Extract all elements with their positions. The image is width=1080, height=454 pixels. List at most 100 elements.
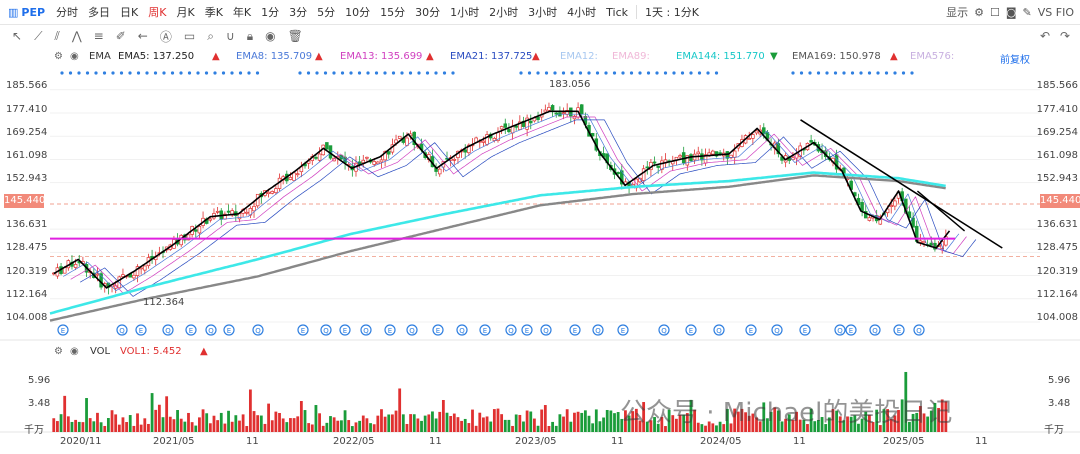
hide-icon[interactable]: ◉ xyxy=(265,29,276,43)
volume-bar xyxy=(937,407,940,432)
line-tool-icon[interactable]: ⟋ xyxy=(34,28,43,43)
period-18[interactable]: Tick xyxy=(606,5,628,19)
period-10[interactable]: 5分 xyxy=(317,6,336,19)
volume-bar xyxy=(940,399,944,432)
vol-settings-icon[interactable]: ⚙ xyxy=(54,346,63,357)
fib-tool-icon[interactable]: ≡ xyxy=(93,29,104,43)
period-11[interactable]: 10分 xyxy=(345,6,371,19)
event-dot xyxy=(145,71,149,75)
event-letter: E xyxy=(573,327,577,335)
cursor-icon[interactable]: ↖ xyxy=(12,29,23,43)
symbol-selector[interactable]: ▥ PEP xyxy=(8,6,45,19)
magnet-icon[interactable]: ∪ xyxy=(225,29,235,43)
volume-bar xyxy=(361,415,365,432)
channel-tool-icon[interactable]: ⫽ xyxy=(54,28,60,43)
ema8-label: EMA8: 135.709 xyxy=(236,51,313,62)
event-dot xyxy=(85,71,90,75)
volume-bar xyxy=(434,418,438,432)
quarter-marker xyxy=(320,324,332,336)
pattern-tool-icon[interactable]: ⋀ xyxy=(71,29,82,43)
event-dot xyxy=(442,71,447,75)
color-box-icon[interactable]: ☐ xyxy=(989,5,1000,19)
volume-bar xyxy=(139,424,143,432)
period-15[interactable]: 2小时 xyxy=(489,6,519,19)
lock-icon[interactable]: 🔒︎ xyxy=(246,28,254,43)
volume-bar xyxy=(813,421,817,432)
period-1[interactable]: 分时 xyxy=(56,6,79,19)
volume-bar xyxy=(70,421,74,432)
volume-bar xyxy=(667,409,671,432)
ema-button[interactable]: EMA xyxy=(89,51,111,62)
volume-bar xyxy=(205,413,209,432)
period-16[interactable]: 3小时 xyxy=(528,6,558,19)
period-5[interactable]: 月K xyxy=(176,6,195,19)
redo-icon[interactable]: ↷ xyxy=(1059,29,1070,43)
candle-body xyxy=(270,191,274,194)
delete-icon[interactable]: 🗑︎ xyxy=(287,29,303,43)
event-dot xyxy=(68,71,73,75)
period-12[interactable]: 15分 xyxy=(380,6,406,19)
candle-body xyxy=(732,150,737,158)
event-letter: E xyxy=(621,327,625,335)
vol-name[interactable]: VOL xyxy=(90,346,111,357)
zoom-tool-icon[interactable]: ⌕ xyxy=(207,28,214,43)
x-label: 11 xyxy=(975,436,988,447)
period-9[interactable]: 3分 xyxy=(289,6,308,19)
earnings-marker xyxy=(799,324,811,336)
volume-bar xyxy=(758,421,762,432)
volume-bar xyxy=(831,409,835,432)
event-dot xyxy=(689,71,693,75)
period-13[interactable]: 30分 xyxy=(415,6,441,19)
period-3[interactable]: 日K xyxy=(120,6,139,19)
volume-bar xyxy=(66,416,70,432)
candle-body xyxy=(452,159,457,161)
text-tool-icon[interactable]: Ⓐ xyxy=(159,29,172,44)
camera-icon[interactable]: ◙ xyxy=(1005,5,1017,19)
legend-hide-icon[interactable]: ◉ xyxy=(70,51,79,62)
candle-body xyxy=(809,140,813,143)
period-7[interactable]: 年K xyxy=(232,6,252,19)
period-14[interactable]: 1小时 xyxy=(450,6,480,19)
period-17[interactable]: 4小时 xyxy=(567,6,597,19)
earnings-marker xyxy=(297,324,309,336)
volume-bar xyxy=(401,414,405,432)
brush-tool-icon[interactable]: ✐ xyxy=(115,29,126,43)
period-toolbar: ▥ PEP 分时 多日 日K 周K 月K 季K 年K 1分 3分 5分 10分 … xyxy=(0,0,1080,25)
period-2[interactable]: 多日 xyxy=(88,6,111,19)
x-label: 2021/05 xyxy=(153,436,195,447)
period-custom[interactable]: 1天 : 1分K xyxy=(645,6,699,19)
edit-icon[interactable]: ✎ xyxy=(1022,5,1032,19)
period-8[interactable]: 1分 xyxy=(261,6,280,19)
volume-bar xyxy=(594,409,598,432)
settings-icon[interactable]: ⚙ xyxy=(974,5,984,19)
period-4[interactable]: 周K xyxy=(148,6,167,19)
volume-bar xyxy=(886,409,889,432)
event-letter: Q xyxy=(363,327,369,335)
measure-tool-icon[interactable]: ▭ xyxy=(183,29,196,43)
display-menu[interactable]: 显示 xyxy=(946,6,969,19)
x-label: 2020/11 xyxy=(60,436,102,447)
event-letter: E xyxy=(803,327,807,335)
compare-button[interactable]: VS FIO xyxy=(1037,5,1074,19)
candle-body xyxy=(747,137,751,140)
volume-bar xyxy=(860,418,864,432)
volume-bar xyxy=(405,423,409,432)
candle-body xyxy=(641,168,646,181)
candle-body xyxy=(525,117,529,130)
legend-settings-icon[interactable]: ⚙ xyxy=(54,51,63,62)
adjust-button[interactable]: 前复权 xyxy=(1000,55,1030,66)
vol-hide-icon[interactable]: ◉ xyxy=(70,346,79,357)
candle-body xyxy=(711,150,715,155)
period-6[interactable]: 季K xyxy=(204,6,223,19)
volume-bar xyxy=(871,422,875,432)
volume-bar xyxy=(106,418,110,432)
volume-bar xyxy=(638,420,642,432)
undo-icon[interactable]: ↶ xyxy=(1039,29,1050,43)
event-dot xyxy=(655,71,659,75)
candle-body xyxy=(893,200,897,207)
arrow-tool-icon[interactable]: ← xyxy=(137,29,148,43)
event-dot xyxy=(230,71,234,75)
event-letter: Q xyxy=(872,327,878,335)
volume-bar xyxy=(340,420,343,432)
